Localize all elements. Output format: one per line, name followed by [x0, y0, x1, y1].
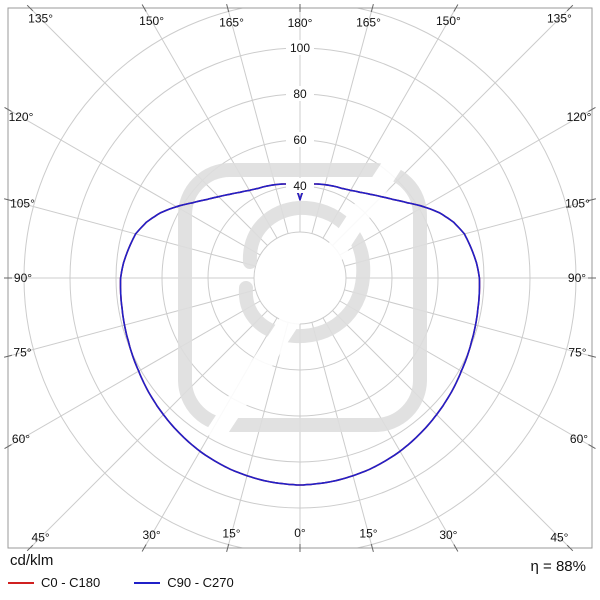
angle-label: 30° — [143, 528, 161, 542]
angle-tick — [141, 544, 147, 552]
legend-unit-label: cd/klm — [10, 552, 54, 569]
legend-series-row: C0 - C180 C90 - C270 — [8, 575, 234, 590]
angle-label: 90° — [14, 271, 32, 285]
angle-label: 135° — [28, 12, 53, 26]
angle-tick — [4, 198, 12, 202]
radial-label: 80 — [293, 87, 307, 101]
radial-label-bg — [286, 132, 314, 147]
angle-label: 165° — [356, 16, 381, 30]
angle-label: 45° — [550, 530, 568, 544]
angle-tick — [370, 544, 374, 552]
angle-tick — [588, 198, 596, 202]
angle-tick — [226, 544, 230, 552]
polar-grid — [8, 8, 592, 548]
efficiency-label: η = 88% — [530, 558, 586, 575]
radial-label: 40 — [293, 179, 307, 193]
angle-label: 120° — [9, 110, 34, 124]
radial-labels: 40 60 80 100 — [286, 40, 314, 193]
angle-label: 180° — [288, 16, 313, 30]
angle-tick — [4, 106, 12, 112]
legend-label-c0-c180: C0 - C180 — [41, 575, 101, 590]
angle-tick — [26, 4, 34, 12]
angle-label: 75° — [13, 345, 31, 359]
angle-label: 105° — [565, 197, 590, 211]
angle-tick — [453, 544, 459, 552]
angle-tick — [566, 4, 574, 12]
angle-labels: 0° 15° 15° 30° 30° 45° 45° 60° 60° 75° 75° 90° 90° 10… — [4, 4, 596, 552]
angle-tick — [370, 4, 374, 12]
angle-tick — [4, 444, 12, 450]
angle-tick — [588, 106, 596, 112]
angle-tick — [141, 4, 147, 12]
legend-item-c0-c180: C0 - C180 — [8, 575, 100, 590]
angle-label: 0° — [294, 526, 306, 540]
legend: cd/klm C0 - C180 C90 - C270 η = 88% — [0, 548, 600, 600]
angle-label: 150° — [139, 14, 164, 28]
radial-label-bg — [286, 178, 314, 193]
angle-label: 165° — [219, 16, 244, 30]
angle-label: 105° — [10, 197, 35, 211]
angle-tick — [226, 4, 230, 12]
angle-label: 135° — [547, 12, 572, 26]
radial-label: 60 — [293, 133, 307, 147]
angle-tick — [588, 444, 596, 450]
angle-label: 45° — [32, 530, 50, 544]
angle-label: 30° — [439, 528, 457, 542]
watermark-logo — [178, 150, 427, 444]
angle-label: 15° — [359, 527, 377, 541]
angle-label: 15° — [222, 527, 240, 541]
curve-c90-c270 — [119, 183, 481, 486]
legend-label-c90-c270: C90 - C270 — [167, 575, 234, 590]
angle-tick — [588, 354, 596, 358]
angle-tick — [453, 4, 459, 12]
radial-label-bg — [286, 40, 314, 55]
polar-chart-canvas: 0° 15° 15° 30° 30° 45° 45° 60° 60° 75° 75° 90° 90° 10… — [4, 4, 596, 552]
angle-tick — [4, 354, 12, 358]
angle-label: 90° — [568, 271, 586, 285]
angle-label: 60° — [570, 432, 588, 446]
angle-tick — [26, 544, 34, 552]
angle-label: 75° — [568, 345, 586, 359]
angle-label: 120° — [567, 110, 592, 124]
legend-swatch-c90-c270 — [134, 581, 161, 584]
angle-label: 60° — [12, 432, 30, 446]
radial-label-bg — [286, 86, 314, 101]
radial-label: 100 — [290, 41, 310, 55]
legend-item-c90-c270: C90 - C270 — [134, 575, 234, 590]
curves — [119, 183, 481, 486]
angle-label: 150° — [436, 14, 461, 28]
angle-tick — [566, 544, 574, 552]
legend-swatch-c0-c180 — [8, 581, 34, 584]
